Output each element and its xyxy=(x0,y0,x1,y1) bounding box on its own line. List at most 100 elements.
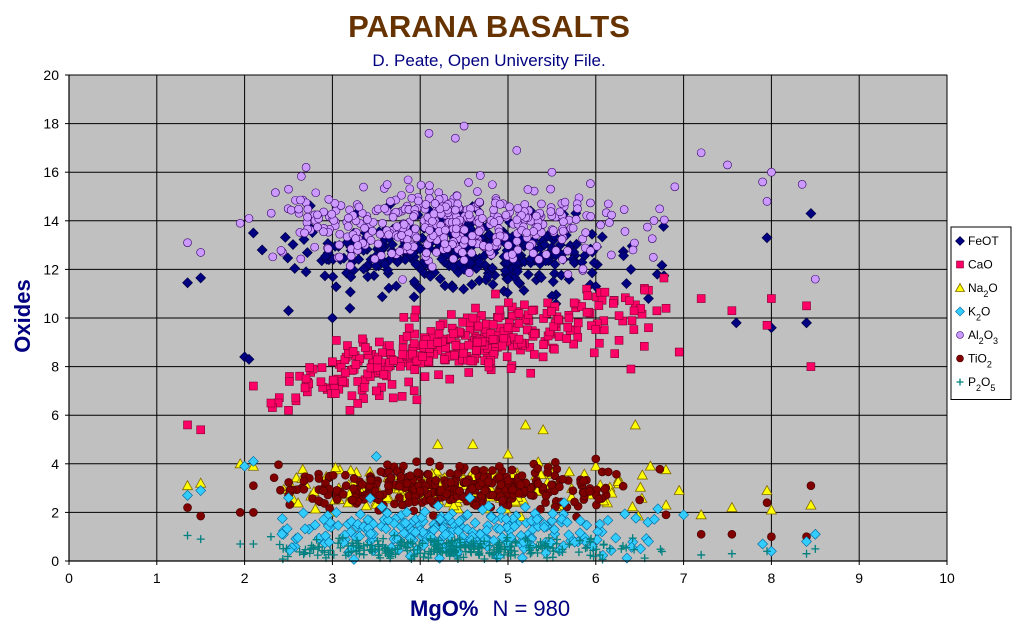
data-point-al2o3 xyxy=(440,239,450,249)
data-point-tio2 xyxy=(412,457,421,466)
data-point-p2o5 xyxy=(326,546,335,555)
data-point-al2o3 xyxy=(387,249,397,258)
data-point-feot xyxy=(289,262,301,274)
data-point-p2o5 xyxy=(398,538,407,547)
data-point-cao xyxy=(466,356,476,366)
data-point-k2o xyxy=(365,528,377,540)
data-point-cao xyxy=(674,347,684,357)
data-point-cao xyxy=(375,337,384,347)
data-point-al2o3 xyxy=(335,252,344,262)
data-point-p2o5 xyxy=(493,545,502,554)
data-point-cao xyxy=(464,368,474,377)
data-point-tio2 xyxy=(579,476,588,486)
x-tick-label: 5 xyxy=(504,570,512,586)
data-point-al2o3 xyxy=(411,224,420,234)
data-point-k2o xyxy=(469,517,481,529)
data-point-al2o3 xyxy=(330,199,340,208)
data-point-cao xyxy=(418,352,427,361)
data-point-tio2 xyxy=(319,486,328,496)
data-point-al2o3 xyxy=(460,235,469,245)
legend-label: TiO2 xyxy=(968,352,992,370)
data-point-p2o5 xyxy=(480,554,489,563)
data-point-al2o3 xyxy=(424,129,434,138)
data-point-al2o3 xyxy=(501,210,511,220)
data-point-p2o5 xyxy=(598,555,607,564)
data-point-na2o xyxy=(329,461,342,473)
data-point-k2o xyxy=(563,529,575,541)
data-point-al2o3 xyxy=(334,240,344,250)
data-point-al2o3 xyxy=(452,191,462,201)
data-point-tio2 xyxy=(517,471,527,481)
data-point-tio2 xyxy=(395,481,404,491)
data-point-cao xyxy=(359,394,368,403)
data-point-cao xyxy=(328,357,337,367)
data-point-k2o xyxy=(602,514,614,526)
data-point-feot xyxy=(486,262,498,274)
data-point-al2o3 xyxy=(196,248,205,257)
data-point-tio2 xyxy=(516,480,525,490)
x-tick-label: 3 xyxy=(329,570,337,586)
data-point-p2o5 xyxy=(349,541,358,550)
data-point-na2o xyxy=(636,469,649,480)
data-point-al2o3 xyxy=(513,203,523,213)
data-point-tio2 xyxy=(508,485,517,495)
data-point-k2o xyxy=(652,503,664,515)
data-point-tio2 xyxy=(299,476,309,486)
data-point-tio2 xyxy=(426,495,435,505)
data-point-p2o5 xyxy=(312,535,321,544)
data-point-p2o5 xyxy=(367,545,376,554)
data-point-tio2 xyxy=(299,485,309,494)
data-point-al2o3 xyxy=(767,167,776,177)
data-point-feot xyxy=(439,280,451,292)
data-point-tio2 xyxy=(600,485,610,494)
series-cao xyxy=(183,273,816,435)
data-point-na2o xyxy=(181,479,194,491)
data-point-tio2 xyxy=(341,481,351,491)
data-point-tio2 xyxy=(767,532,776,542)
data-point-k2o xyxy=(442,511,454,522)
data-point-al2o3 xyxy=(388,212,398,222)
data-point-k2o xyxy=(558,497,570,509)
data-point-al2o3 xyxy=(522,228,531,238)
data-point-al2o3 xyxy=(489,218,499,227)
legend-item-p2o5: P2O5 xyxy=(956,375,995,393)
data-point-cao xyxy=(449,329,458,338)
data-point-p2o5 xyxy=(505,542,514,551)
data-point-na2o xyxy=(467,438,479,449)
series-p2o5 xyxy=(183,531,820,564)
data-point-p2o5 xyxy=(476,539,485,548)
data-point-p2o5 xyxy=(512,538,521,547)
data-point-cao xyxy=(582,308,592,317)
data-point-tio2 xyxy=(618,481,628,491)
data-point-cao xyxy=(599,325,609,335)
data-point-al2o3 xyxy=(409,212,418,221)
data-point-p2o5 xyxy=(363,540,372,549)
data-point-cao xyxy=(762,320,772,330)
data-point-al2o3 xyxy=(464,178,473,187)
data-point-al2o3 xyxy=(344,213,353,223)
data-point-tio2 xyxy=(366,475,376,485)
data-point-al2o3 xyxy=(555,207,565,217)
data-point-feot xyxy=(362,271,374,283)
data-point-al2o3 xyxy=(551,246,561,255)
data-point-al2o3 xyxy=(399,220,409,229)
data-point-al2o3 xyxy=(363,215,372,224)
data-point-na2o xyxy=(447,499,460,511)
data-point-tio2 xyxy=(635,495,644,505)
data-point-al2o3 xyxy=(421,200,431,209)
data-point-na2o xyxy=(805,499,817,510)
data-point-al2o3 xyxy=(762,197,772,206)
data-point-al2o3 xyxy=(368,226,377,236)
data-point-cao xyxy=(439,355,449,364)
data-points xyxy=(181,121,821,565)
data-point-p2o5 xyxy=(527,548,536,557)
x-tick-label: 2 xyxy=(241,570,249,586)
data-point-tio2 xyxy=(488,466,497,475)
data-point-al2o3 xyxy=(412,233,421,243)
y-tick-label: 6 xyxy=(51,407,59,423)
data-point-feot xyxy=(319,270,331,282)
data-point-al2o3 xyxy=(529,227,538,236)
data-point-p2o5 xyxy=(460,543,469,552)
data-point-tio2 xyxy=(594,494,604,504)
data-point-p2o5 xyxy=(494,541,503,550)
